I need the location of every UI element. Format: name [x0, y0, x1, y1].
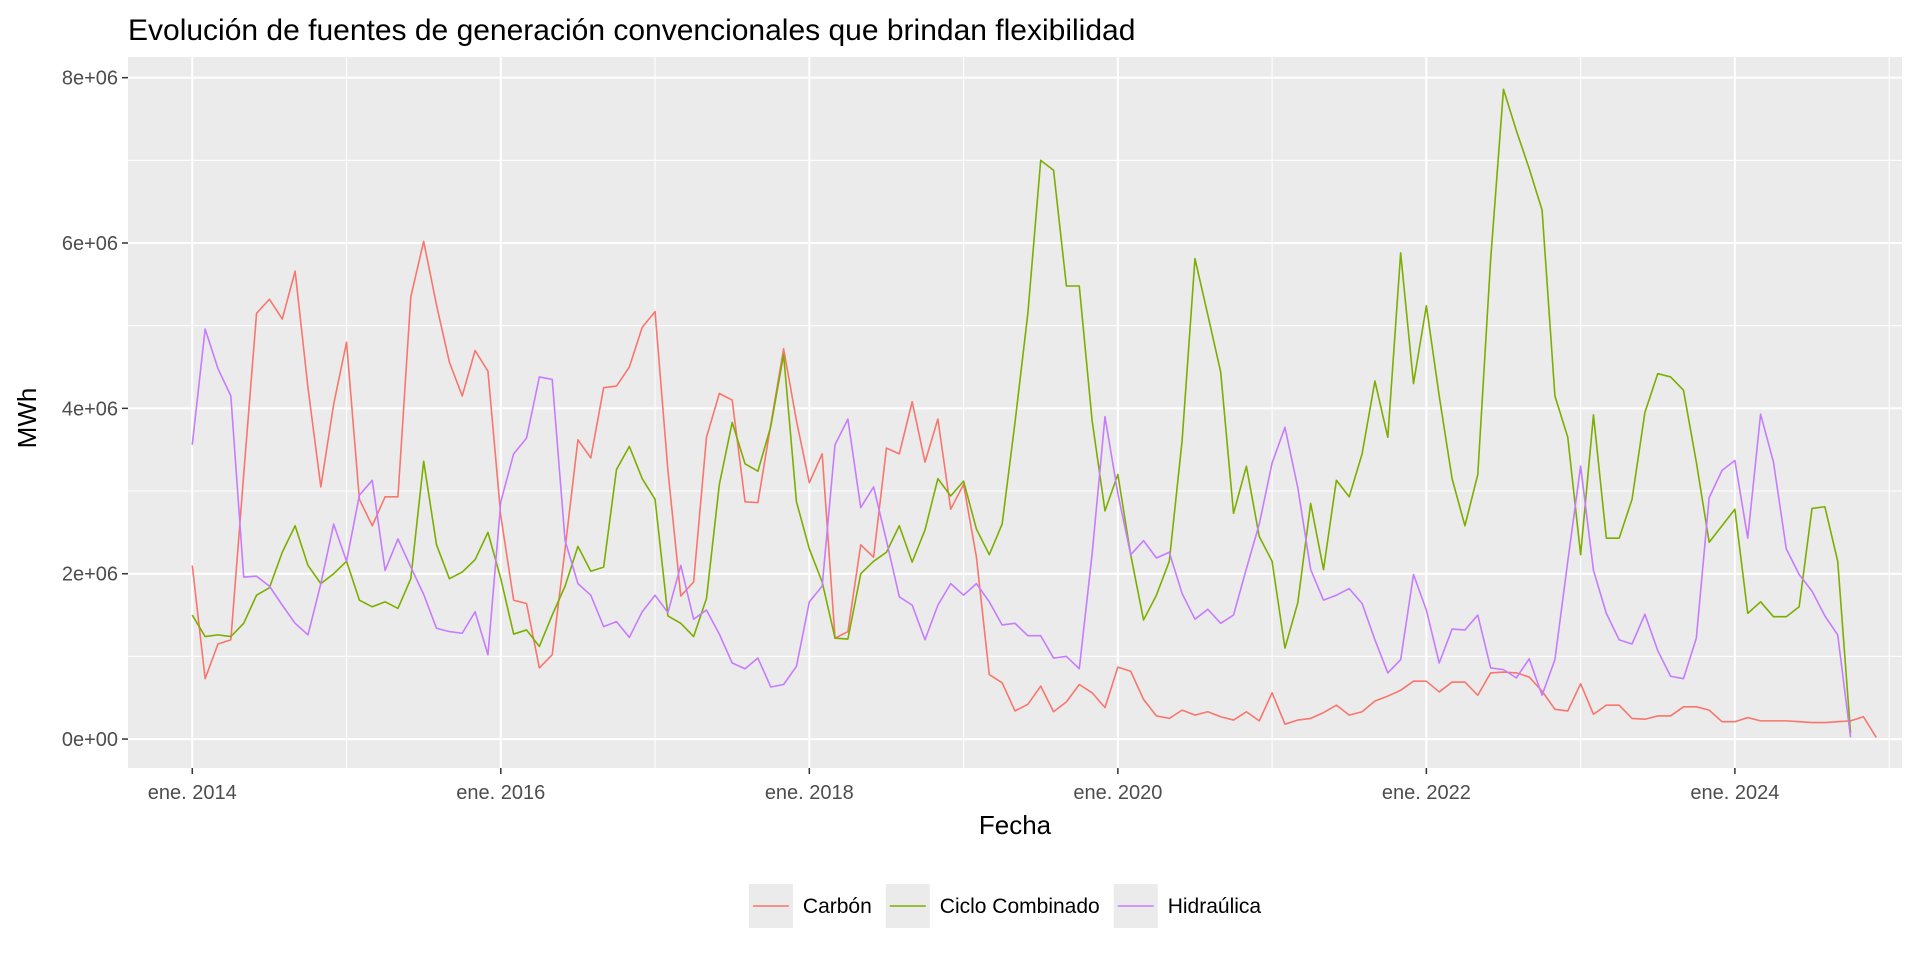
- x-tick-label: ene. 2014: [148, 782, 237, 804]
- legend-item-2: Hidraúlica: [1113, 884, 1262, 928]
- x-tick-label: ene. 2020: [1073, 782, 1162, 804]
- chart-title: Evolución de fuentes de generación conve…: [128, 14, 1135, 47]
- x-tick-label: ene. 2016: [456, 782, 545, 804]
- x-tick-label: ene. 2024: [1690, 782, 1779, 804]
- y-tick-label: 4e+06: [62, 398, 118, 420]
- legend: Carbón Ciclo Combinado Hidraúlica: [748, 884, 1262, 928]
- y-tick-label: 2e+06: [62, 564, 118, 586]
- y-axis-title: MWh: [12, 388, 42, 449]
- plot-panel: [128, 57, 1902, 768]
- series-line-2: [191, 328, 1852, 738]
- series-line-0: [191, 240, 1877, 738]
- minor-gridlines: [128, 57, 1902, 768]
- x-axis: ene. 2014 ene. 2016 ene. 2018 ene. 2020 ene.…: [148, 768, 1779, 804]
- legend-item-0: Carbón: [748, 884, 872, 928]
- legend-item-1: Ciclo Combinado: [885, 884, 1100, 928]
- y-tick-label: 6e+06: [62, 233, 118, 255]
- y-tick-label: 8e+06: [62, 68, 118, 90]
- series-lines: [191, 88, 1877, 738]
- legend-label: Hidraúlica: [1168, 895, 1262, 918]
- y-axis: 0e+00 2e+06 4e+06 6e+06 8e+06: [62, 68, 128, 751]
- legend-label: Ciclo Combinado: [940, 895, 1100, 918]
- series-line-1: [191, 88, 1852, 734]
- x-axis-title: Fecha: [979, 810, 1052, 840]
- legend-label: Carbón: [803, 895, 872, 918]
- x-tick-label: ene. 2018: [765, 782, 854, 804]
- x-tick-label: ene. 2022: [1382, 782, 1471, 804]
- y-tick-label: 0e+00: [62, 729, 118, 751]
